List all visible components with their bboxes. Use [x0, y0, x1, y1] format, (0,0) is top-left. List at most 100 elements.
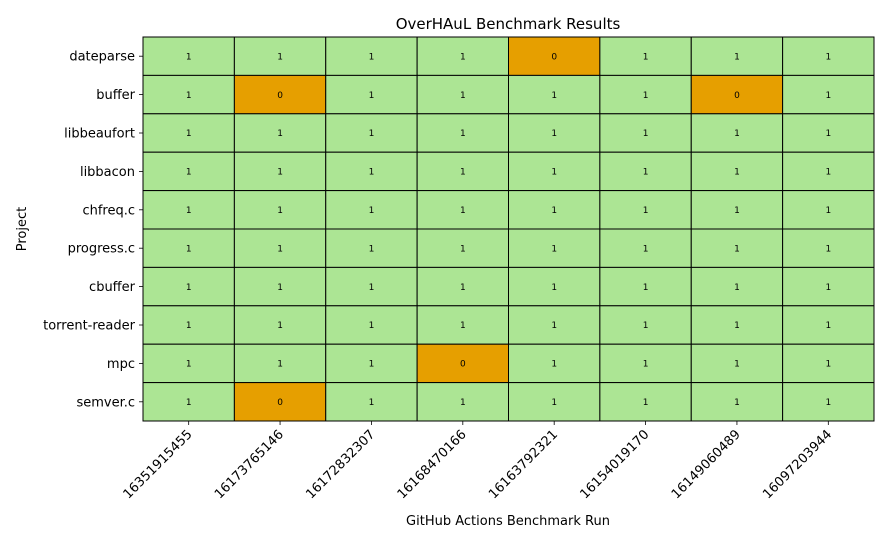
cell-value-label: 1 — [825, 283, 831, 293]
cell-value-label: 1 — [369, 283, 375, 293]
heatmap-cell — [233, 151, 327, 192]
heatmap-cell — [690, 151, 784, 192]
chart-title: OverHAuL Benchmark Results — [396, 15, 621, 33]
x-axis-label: GitHub Actions Benchmark Run — [406, 514, 610, 529]
heatmap-cell — [782, 228, 875, 268]
heatmap-cell — [416, 343, 509, 384]
cell-value-label: 1 — [186, 360, 192, 370]
cell-value-label: 1 — [825, 360, 831, 370]
cell-value-label: 1 — [460, 91, 466, 101]
cell-value-label: 1 — [186, 206, 192, 216]
heatmap-cell — [325, 266, 418, 307]
y-tick-label: cbuffer — [89, 280, 136, 295]
heatmap-cell — [233, 113, 327, 153]
heatmap-cell — [508, 151, 601, 192]
cell-value-label: 1 — [186, 91, 192, 101]
cell-value-label: 1 — [734, 321, 740, 331]
cell-value-label: 1 — [643, 129, 649, 139]
heatmap-cell — [599, 190, 692, 230]
heatmap-cell — [782, 74, 875, 115]
heatmap-cell — [599, 74, 692, 115]
cell-value-label: 1 — [369, 168, 375, 178]
heatmap-cell — [782, 113, 875, 153]
y-tick-label: torrent-reader — [43, 319, 136, 334]
cell-value-label: 1 — [643, 244, 649, 254]
cell-value-label: 1 — [825, 244, 831, 254]
heatmap-cell — [416, 228, 509, 268]
heatmap-cell — [690, 228, 784, 268]
cell-value-label: 1 — [369, 91, 375, 101]
cell-value-label: 1 — [277, 244, 283, 254]
heatmap-cell — [325, 305, 418, 345]
heatmap-cell — [508, 382, 601, 422]
y-tick-label: buffer — [96, 88, 135, 103]
cell-value-label: 1 — [825, 129, 831, 139]
cell-value-label: 1 — [277, 360, 283, 370]
cell-value-label: 1 — [369, 52, 375, 62]
cell-value-label: 1 — [551, 244, 557, 254]
cell-value-label: 1 — [551, 91, 557, 101]
heatmap-cell — [233, 305, 327, 345]
cell-value-label: 1 — [734, 398, 740, 408]
cell-value-label: 1 — [551, 360, 557, 370]
heatmap-cell — [142, 228, 235, 268]
heatmap-cell — [416, 74, 509, 115]
heatmap-cell — [325, 228, 418, 268]
cell-value-label: 1 — [734, 129, 740, 139]
cell-value-label: 0 — [460, 360, 466, 370]
cell-value-label: 1 — [825, 398, 831, 408]
heatmap-cell — [599, 382, 692, 422]
heatmap-cell — [690, 190, 784, 230]
heatmap-cell — [508, 74, 601, 115]
heatmap-cell — [142, 36, 235, 76]
cell-value-label: 1 — [460, 321, 466, 331]
cell-value-label: 1 — [460, 129, 466, 139]
heatmap-cell — [325, 190, 418, 230]
y-tick-label: progress.c — [68, 242, 135, 257]
cell-value-label: 1 — [551, 129, 557, 139]
heatmap-cell — [599, 113, 692, 153]
y-tick-label: libbacon — [80, 165, 135, 180]
cell-value-label: 1 — [551, 398, 557, 408]
heatmap-cells — [142, 36, 875, 422]
heatmap-cell — [782, 36, 875, 76]
cell-value-label: 1 — [460, 206, 466, 216]
cell-value-label: 1 — [551, 168, 557, 178]
heatmap-cell — [233, 74, 327, 115]
cell-value-label: 1 — [825, 52, 831, 62]
heatmap-cell — [782, 190, 875, 230]
cell-value-label: 1 — [277, 52, 283, 62]
heatmap-cell — [416, 382, 509, 422]
cell-value-label: 1 — [186, 283, 192, 293]
cell-value-label: 1 — [186, 129, 192, 139]
heatmap-cell — [416, 266, 509, 307]
cell-value-label: 1 — [369, 129, 375, 139]
cell-value-label: 1 — [460, 244, 466, 254]
cell-value-label: 1 — [369, 206, 375, 216]
heatmap-cell — [599, 151, 692, 192]
heatmap-cell — [690, 74, 784, 115]
heatmap-cell — [508, 228, 601, 268]
heatmap-cell — [416, 305, 509, 345]
cell-value-label: 1 — [369, 398, 375, 408]
heatmap-cell — [690, 266, 784, 307]
cell-value-label: 1 — [551, 206, 557, 216]
y-tick-label: chfreq.c — [82, 203, 135, 218]
heatmap-cell — [325, 113, 418, 153]
cell-value-label: 1 — [277, 283, 283, 293]
cell-value-label: 1 — [551, 321, 557, 331]
cell-value-label: 1 — [460, 398, 466, 408]
cell-value-label: 1 — [734, 52, 740, 62]
cell-value-label: 1 — [825, 168, 831, 178]
cell-value-label: 1 — [186, 398, 192, 408]
heatmap-cell — [233, 266, 327, 307]
cell-value-label: 0 — [277, 91, 283, 101]
cell-value-label: 1 — [643, 360, 649, 370]
cell-value-label: 1 — [734, 244, 740, 254]
cell-value-label: 1 — [186, 244, 192, 254]
cell-value-label: 1 — [825, 91, 831, 101]
heatmap-cell — [599, 266, 692, 307]
cell-value-label: 1 — [369, 244, 375, 254]
cell-value-label: 1 — [460, 168, 466, 178]
